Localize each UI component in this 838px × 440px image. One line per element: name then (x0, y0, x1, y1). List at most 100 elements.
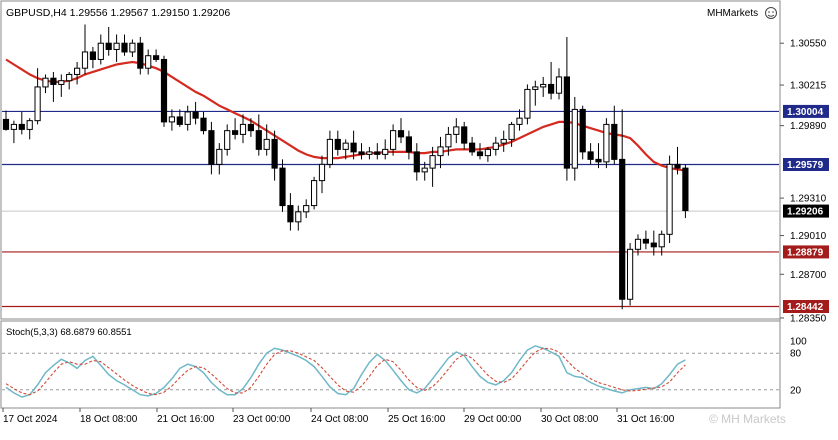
candle (200, 111, 207, 135)
candle (239, 114, 247, 144)
candle (34, 68, 41, 125)
candle (413, 143, 420, 181)
candle (66, 71, 73, 90)
candle (50, 71, 57, 102)
candle (168, 109, 176, 131)
candle (579, 105, 586, 160)
candle (382, 139, 389, 160)
x-tick-label: 17 Oct 2024 (3, 414, 58, 425)
candle (397, 118, 405, 144)
candle (453, 118, 460, 144)
price-badge: 1.30004 (783, 104, 829, 118)
stoch-y-tick: 80 (790, 349, 802, 360)
candle (603, 118, 610, 169)
x-tick-label: 25 Oct 16:00 (388, 414, 446, 425)
candle (58, 74, 65, 97)
candle (2, 110, 10, 131)
candle (469, 136, 476, 156)
candle (445, 126, 452, 156)
candle (650, 230, 657, 256)
candle (287, 193, 294, 231)
candle (627, 243, 634, 306)
candle (619, 109, 626, 310)
candle (563, 36, 570, 181)
x-tick-label: 31 Oct 16:00 (617, 414, 675, 425)
candle (216, 143, 223, 175)
candle (484, 146, 491, 162)
candle (224, 124, 231, 156)
candle (658, 230, 665, 256)
candle (105, 26, 112, 56)
candle (350, 130, 357, 160)
candle (208, 121, 215, 175)
candle (476, 143, 484, 160)
candle (97, 34, 104, 65)
candle (429, 146, 436, 187)
candle (271, 130, 278, 181)
candle (255, 114, 262, 156)
candle (437, 136, 444, 169)
stoch-y-tick: 20 (790, 385, 802, 396)
svg-text:1.29206: 1.29206 (787, 207, 824, 218)
candle (374, 143, 381, 160)
brand-label: MHMarkets (707, 8, 758, 19)
x-tick-label: 18 Oct 08:00 (80, 414, 138, 425)
candle (461, 121, 468, 150)
candle (642, 230, 649, 250)
stoch-y-tick: 100 (790, 337, 807, 348)
candle (611, 105, 618, 165)
candle (263, 124, 270, 156)
candle (492, 136, 499, 156)
candle (508, 121, 515, 147)
candle (674, 146, 681, 175)
candle (10, 120, 17, 144)
svg-text:1.28442: 1.28442 (787, 302, 824, 313)
candle (634, 234, 642, 256)
symbol-header: GBPUSD,H4 1.29556 1.29567 1.29150 1.2920… (6, 7, 230, 19)
candle (295, 205, 302, 231)
candle (247, 118, 255, 137)
candle (326, 130, 333, 169)
stoch-title: Stoch(5,3,3) 68.6879 60.8551 (6, 327, 132, 338)
candle (524, 84, 531, 125)
x-tick-label: 29 Oct 00:00 (464, 414, 522, 425)
y-tick-label: 1.30550 (790, 39, 827, 50)
candle (176, 109, 183, 127)
stoch-main-line (5, 345, 686, 398)
x-tick-label: 21 Oct 16:00 (157, 414, 215, 425)
y-tick-label: 1.28700 (790, 270, 827, 281)
candle (500, 130, 507, 152)
price-badge: 1.28442 (783, 300, 829, 314)
candle (279, 159, 286, 212)
candle (595, 143, 602, 169)
candle (153, 49, 160, 62)
price-badge: 1.28879 (783, 245, 829, 259)
candle (555, 68, 563, 100)
candle (682, 164, 689, 219)
smiley-icon (765, 7, 777, 19)
candle (358, 143, 365, 160)
candle (548, 61, 555, 100)
candle (311, 176, 318, 210)
y-tick-label: 1.29010 (790, 231, 827, 242)
candle (587, 143, 594, 165)
svg-text:1.28879: 1.28879 (787, 247, 824, 258)
candle (89, 46, 97, 69)
candle (26, 118, 33, 140)
candle (145, 49, 152, 75)
svg-text:1.30004: 1.30004 (787, 107, 824, 118)
candle (42, 74, 49, 94)
candle (121, 34, 128, 56)
candle (571, 96, 578, 181)
svg-text:1.29579: 1.29579 (787, 160, 824, 171)
y-tick-label: 1.30215 (790, 81, 827, 92)
candle (540, 76, 547, 97)
candle (405, 130, 412, 160)
candle (318, 155, 326, 194)
candle (303, 199, 310, 219)
candle (74, 61, 81, 85)
price-badge: 1.29579 (783, 157, 829, 171)
candle (366, 146, 373, 160)
